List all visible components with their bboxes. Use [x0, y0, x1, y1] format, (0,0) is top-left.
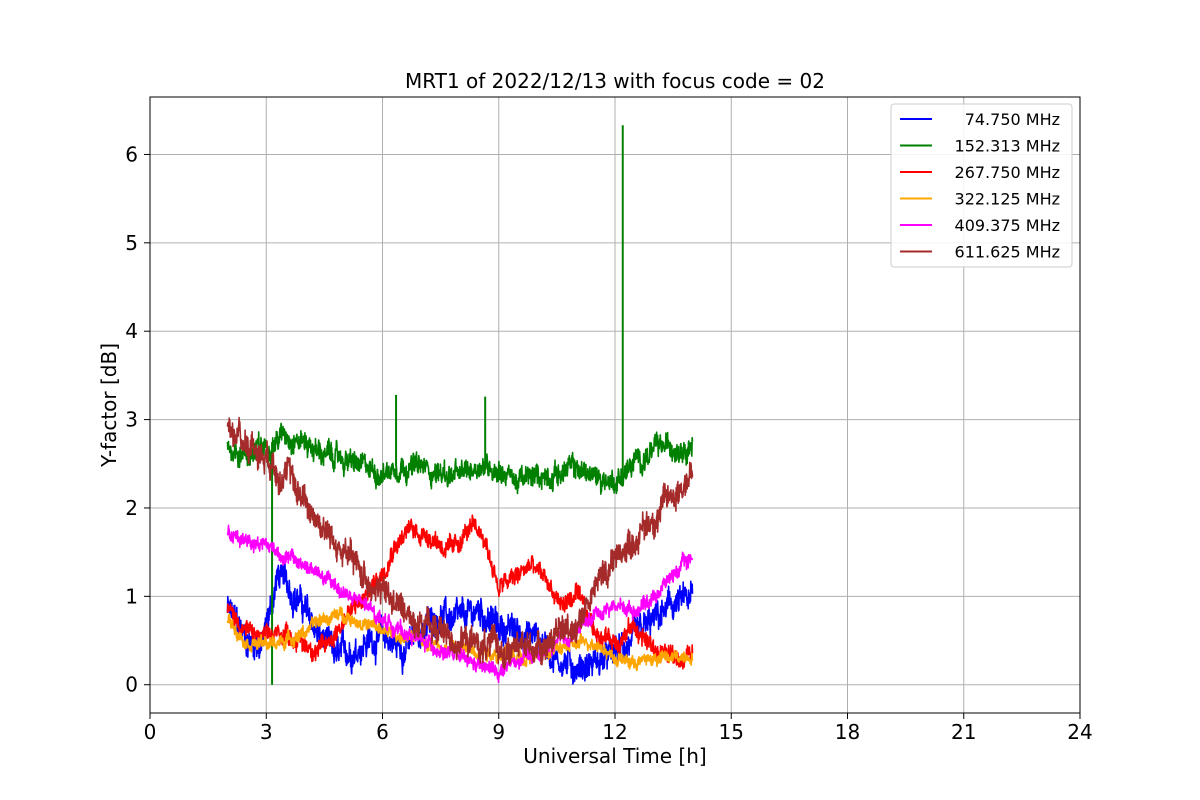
y-tick-label: 3 [125, 408, 138, 432]
y-tick-label: 0 [125, 673, 138, 697]
chart-title: MRT1 of 2022/12/13 with focus code = 02 [405, 69, 825, 93]
series-line-5 [226, 416, 694, 670]
y-tick-label: 5 [125, 231, 138, 255]
legend-box [890, 103, 1073, 268]
y-axis-label: Y-factor [dB] [97, 343, 121, 468]
x-axis-ticks: 0 3 6 9 12 15 18 21 24 [144, 713, 1093, 744]
legend-label: 74.750 MHz [965, 110, 1060, 129]
series-line-1 [226, 422, 694, 495]
x-tick-label: 3 [260, 720, 273, 744]
y-tick-label: 2 [125, 496, 138, 520]
legend-entries: 74.750 MHz 152.313 MHz 267.750 MHz 322.125 … [900, 110, 1060, 262]
legend-label: 152.313 MHz [955, 137, 1060, 156]
x-tick-label: 18 [835, 720, 860, 744]
y-tick-label: 4 [125, 319, 138, 343]
x-tick-label: 12 [602, 720, 627, 744]
x-tick-label: 9 [492, 720, 505, 744]
series-line-0 [226, 559, 694, 685]
legend-label: 267.750 MHz [955, 163, 1060, 182]
series-line-2 [226, 514, 694, 670]
x-axis-label: Universal Time [h] [523, 744, 706, 768]
x-tick-label: 21 [951, 720, 976, 744]
series-layer [226, 125, 694, 685]
x-tick-label: 6 [376, 720, 389, 744]
legend-label: 611.625 MHz [955, 243, 1060, 262]
y-axis-ticks: 0 1 2 3 4 5 6 [125, 142, 150, 697]
series-line-4 [226, 524, 694, 684]
x-tick-label: 24 [1067, 720, 1092, 744]
legend: 74.750 MHz 152.313 MHz 267.750 MHz 322.125 … [890, 103, 1073, 268]
y-tick-label: 1 [125, 584, 138, 608]
x-tick-label: 0 [144, 720, 157, 744]
legend-label: 322.125 MHz [955, 190, 1060, 209]
x-tick-label: 15 [719, 720, 744, 744]
legend-label: 409.375 MHz [955, 216, 1060, 235]
y-tick-label: 6 [125, 142, 138, 166]
